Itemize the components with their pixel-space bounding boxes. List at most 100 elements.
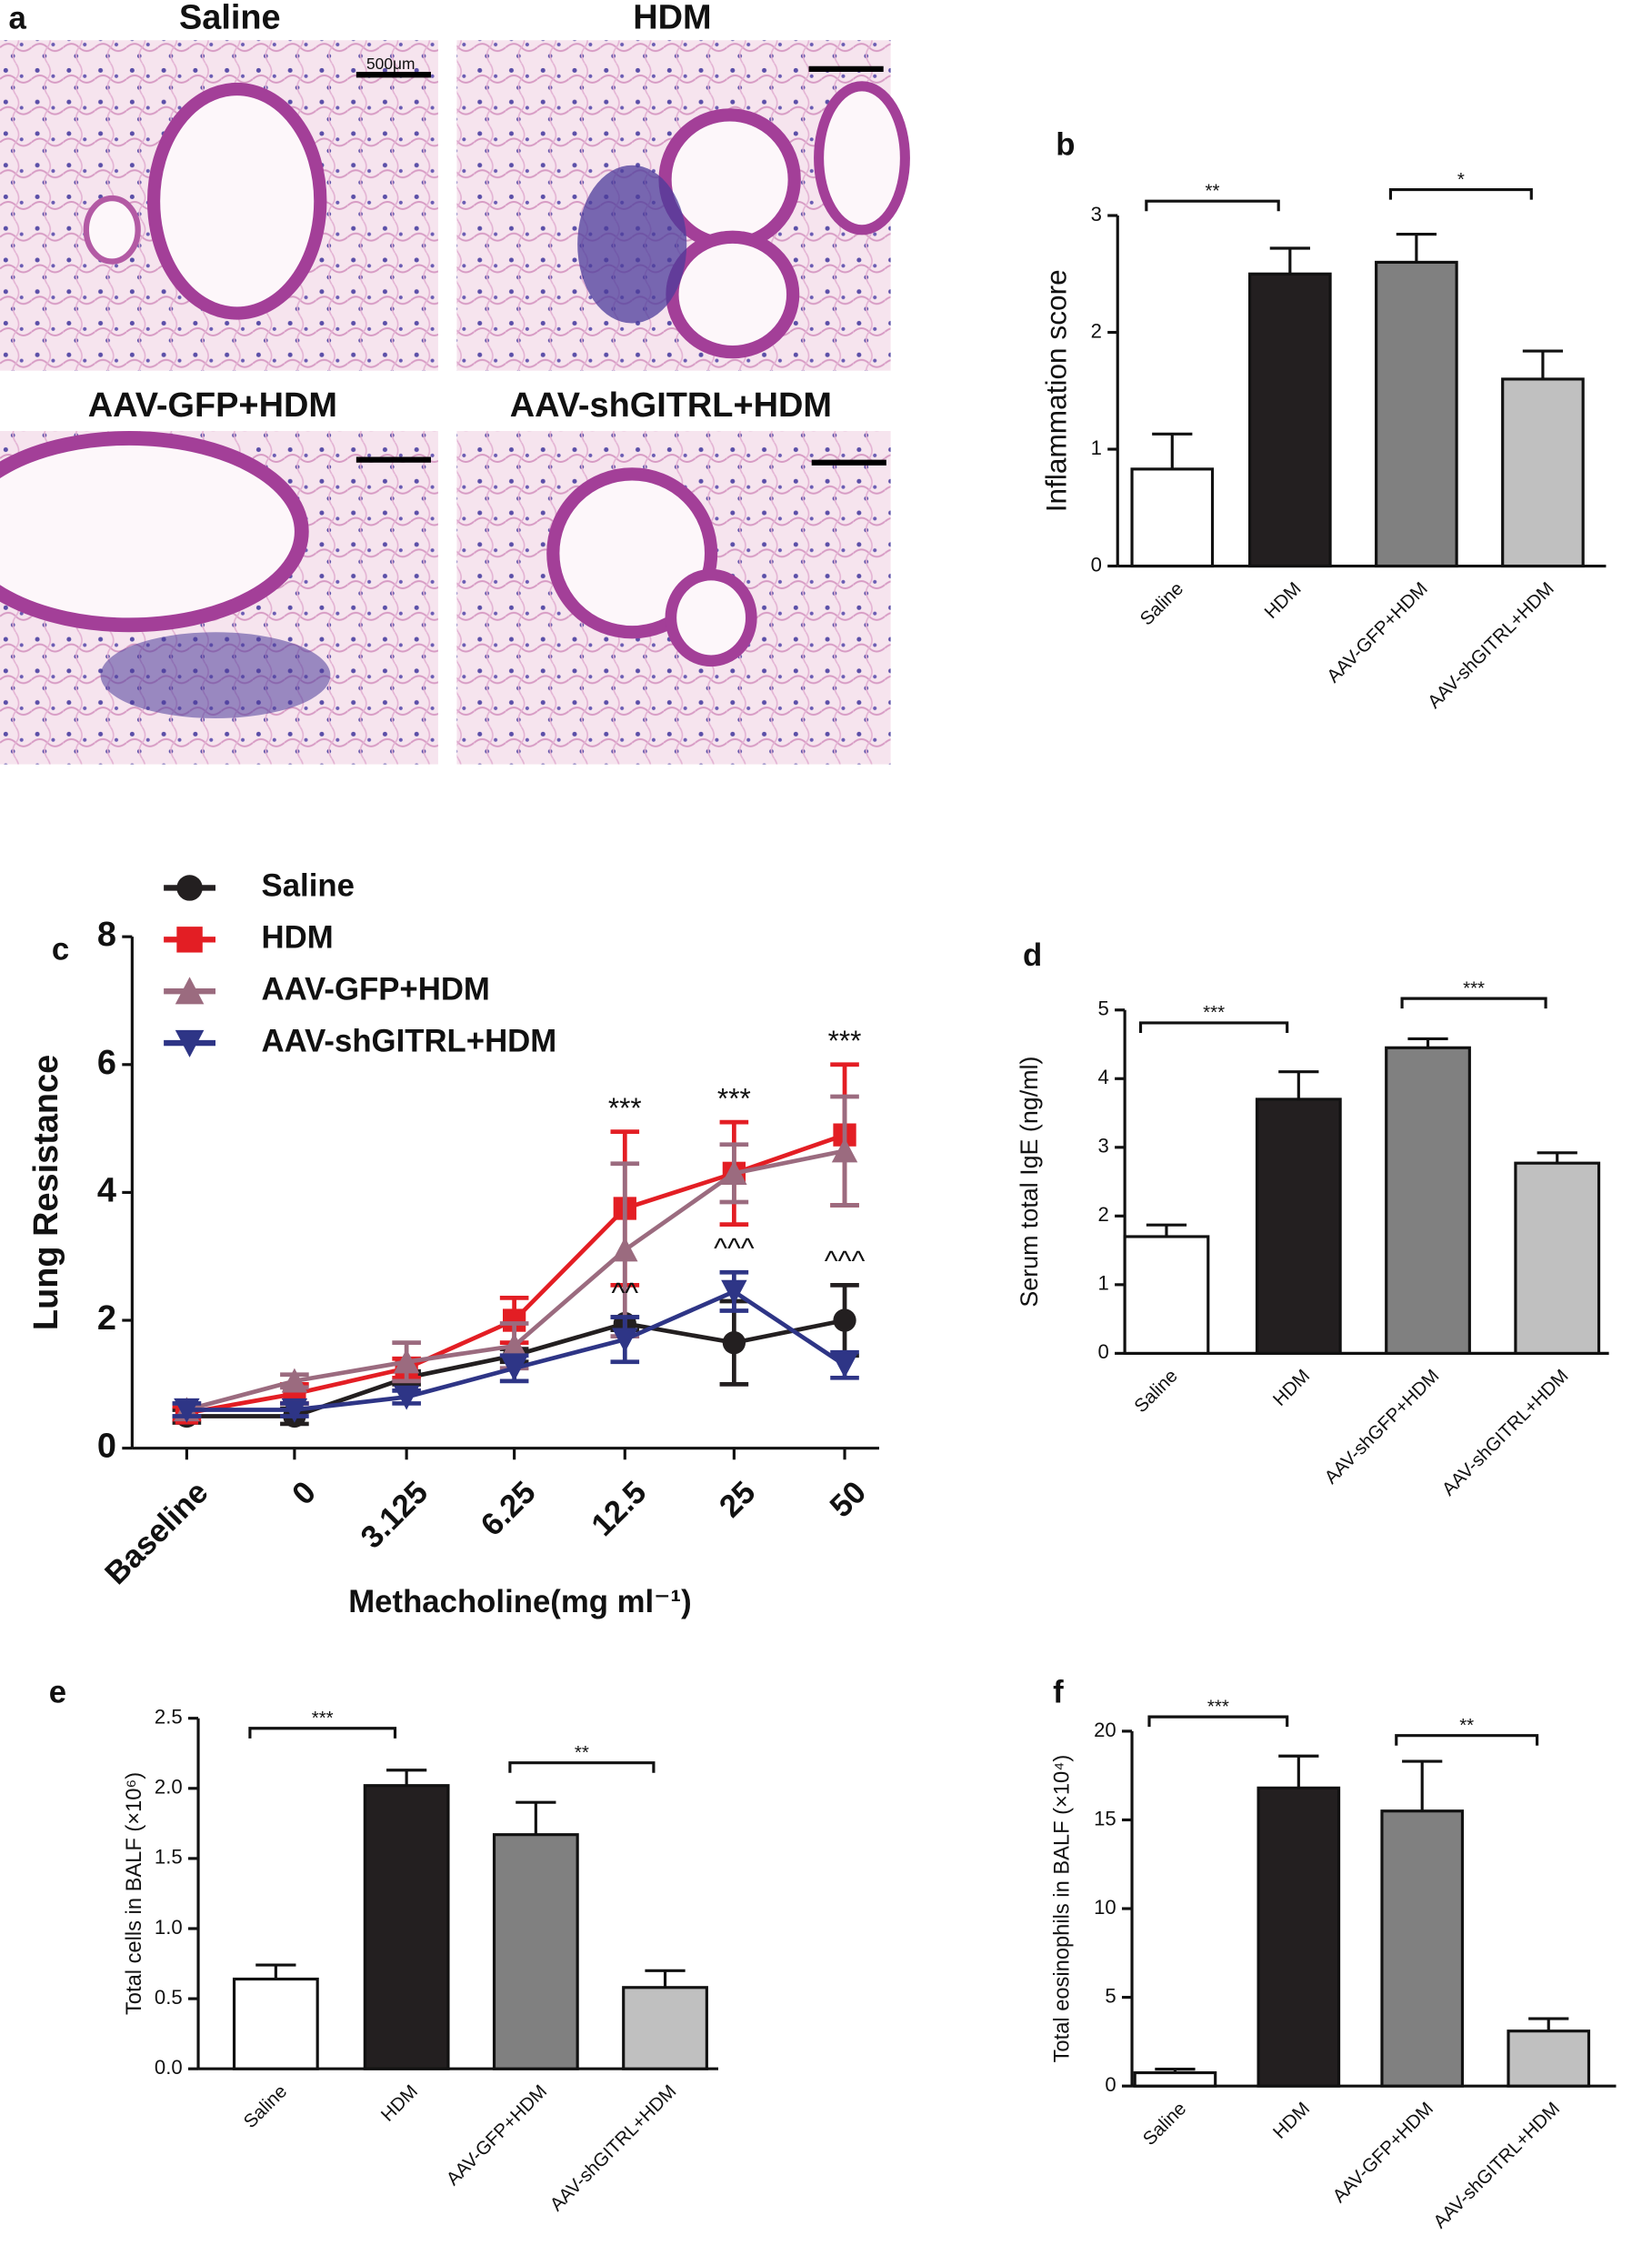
panel-letter: d [1023,938,1042,973]
y-tick-label: 4 [1097,1066,1108,1088]
micrograph [0,40,438,371]
y-tick-label: 1 [1097,1272,1108,1295]
x-tick-label: HDM [377,2080,422,2125]
x-tick-label: 50 [824,1475,873,1524]
x-tick-label: Saline [1130,1366,1182,1418]
bar [1130,467,1215,568]
y-tick-label: 0 [97,1428,116,1466]
legend-label: AAV-GFP+HDM [262,972,490,1007]
bar [1514,1161,1601,1355]
x-tick-label: AAV-shGITRL+HDM [546,2080,680,2215]
significance-bracket [1147,1715,1289,1728]
y-axis-label: Inflammation score [1039,269,1072,512]
significance-bracket [1395,1734,1539,1746]
y-tick-label: 0.5 [155,1986,183,2009]
micrograph [0,431,438,765]
marker [281,1368,308,1393]
x-tick-label: 25 [713,1475,762,1524]
x-tick-label: Saline [240,2080,292,2132]
marker [501,1357,527,1381]
significance-label: *** [608,1091,642,1124]
bar [492,1833,579,2070]
y-tick-label: 5 [1097,997,1108,1020]
significance-label: *** [1463,977,1485,998]
y-axis-label: Total cells in BALF (×10⁶) [123,1772,146,2015]
y-tick-label: 2 [1091,319,1102,342]
x-tick-label: 12.5 [586,1475,654,1543]
bar [1375,260,1458,568]
marker [501,1332,527,1358]
marker [612,1237,638,1262]
x-tick-label: AAV-GFP+HDM [443,2080,552,2190]
marker [722,1331,746,1355]
y-tick-label: 3 [1091,203,1102,226]
y-tick-label: 3 [1097,1135,1108,1158]
significance-label: *** [1207,1696,1229,1717]
significance-label: ^^ [611,1277,638,1309]
x-tick-label: AAV-shGITRL+HDM [1424,578,1558,713]
y-tick-label: 0.0 [155,2056,183,2079]
x-tick-label: AAV-GFP+HDM [1328,2098,1437,2207]
y-tick-label: 1.0 [155,1916,183,1939]
y-tick-label: 0 [1091,553,1102,576]
y-tick-label: 1.5 [155,1846,183,1869]
x-tick-label: HDM [1269,1366,1314,1410]
x-tick-label: HDM [1260,578,1305,623]
x-tick-label: AAV-shGITRL+HDM [1438,1366,1573,1500]
bar [622,1986,708,2070]
significance-label: ^^^ [714,1232,755,1265]
significance-bracket [1400,997,1547,1009]
significance-label: *** [828,1024,862,1057]
y-axis-label: Serum total IgE (ng/ml) [1016,1056,1043,1307]
x-tick-label: HDM [1269,2098,1314,2142]
marker [393,1348,420,1374]
legend-label: AAV-shGITRL+HDM [262,1024,557,1058]
y-tick-label: 10 [1094,1896,1116,1919]
y-tick-label: 2.0 [155,1776,183,1799]
significance-bracket [1145,199,1280,212]
marker [831,1353,858,1378]
image-title: Saline [179,0,281,37]
marker [393,1385,420,1410]
y-tick-label: 8 [97,916,116,954]
x-axis-label: Methacholine(mg ml⁻¹) [348,1585,691,1619]
y-axis-label: Lung Resistance [27,1055,65,1330]
bar [1133,2070,1217,2088]
y-axis-label: Total eosinophils in BALF (×10⁴) [1051,1755,1075,2063]
y-tick-label: 4 [97,1171,116,1209]
y-tick-label: 1 [1091,436,1102,459]
marker [721,1160,747,1185]
marker [174,1398,200,1423]
panel-letter: e [49,1675,66,1709]
marker [175,1029,205,1057]
marker [833,1308,856,1332]
significance-label: ** [1459,1715,1474,1736]
bar [1507,2030,1591,2088]
marker [176,875,203,901]
x-tick-label: AAV-shGITRL+HDM [1429,2098,1564,2232]
significance-bracket [508,1761,656,1773]
significance-label: * [1457,169,1465,190]
x-tick-label: 0 [285,1475,323,1512]
scale-bar-label: 500μm [366,55,415,73]
significance-bracket [1138,1021,1289,1034]
bar [1257,1786,1341,2088]
marker [281,1398,308,1423]
bar [1248,272,1332,568]
significance-bracket [248,1727,397,1739]
significance-label: ** [575,1742,589,1763]
bar [232,1977,319,2070]
y-tick-label: 2 [1097,1203,1108,1226]
bar [1385,1046,1471,1355]
significance-label: *** [717,1081,751,1114]
x-tick-label: AAV-shGFP+HDM [1320,1366,1443,1488]
legend-label: Saline [262,869,355,904]
micrograph [456,40,910,371]
marker [175,977,205,1005]
image-title: AAV-GFP+HDM [88,386,337,425]
y-tick-label: 2 [97,1299,116,1338]
image-title: HDM [633,0,711,37]
y-tick-label: 6 [97,1044,116,1082]
y-tick-label: 15 [1094,1807,1116,1829]
